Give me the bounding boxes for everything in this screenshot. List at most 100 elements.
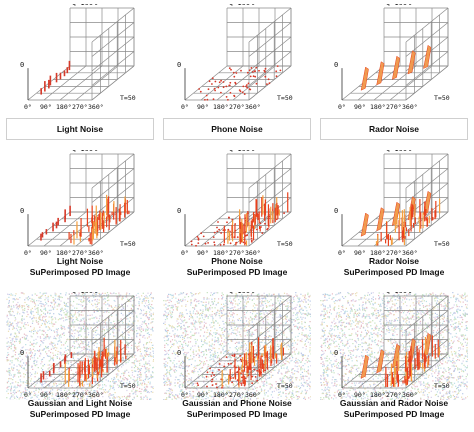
pd-plot-rador: Q 100% 0 0° 90° 180°270°360° T=50 xyxy=(320,4,468,112)
t-axis-label: T=50 xyxy=(434,382,450,390)
phase-tick-label: 270° xyxy=(229,103,245,111)
axis-labels: Q 100% 0 0° 90° 180°270°360° T=50 xyxy=(177,292,293,399)
phase-tick-label: 180° xyxy=(56,103,72,111)
phase-tick-label: 180° xyxy=(370,103,386,111)
phase-tick-label: 180° xyxy=(56,391,72,399)
axis-labels: Q 100% 0 0° 90° 180°270°360° T=50 xyxy=(177,150,293,257)
caption-line: Phone Noise xyxy=(211,124,263,134)
phase-tick-label: 90° xyxy=(354,103,366,111)
q-axis-label: Q 100% xyxy=(229,150,255,153)
axis-labels: Q 100% 0 0° 90° 180°270°360° T=50 xyxy=(334,4,450,111)
t-axis-label: T=50 xyxy=(434,94,450,102)
plot-marks xyxy=(360,332,440,388)
t-axis-label: T=50 xyxy=(120,382,136,390)
phase-tick-label: 90° xyxy=(197,391,209,399)
gaussian-noise-background xyxy=(163,292,311,400)
t-axis-label: T=50 xyxy=(277,382,293,390)
pd-plot-phone_pd-gaussian: Q 100% 0 0° 90° 180°270°360° T=50 xyxy=(163,292,311,400)
phase-tick-label: 90° xyxy=(354,391,366,399)
q-axis-label: Q 100% xyxy=(386,292,412,295)
caption-line: Phone Noise xyxy=(211,256,263,266)
phase-tick-label: 0° xyxy=(24,391,32,399)
caption: Gaussian and Light Noise SuPerimposed PD … xyxy=(6,398,154,428)
t-axis-label: T=50 xyxy=(277,240,293,248)
zero-label: 0 xyxy=(334,349,338,357)
caption-line: Rador Noise xyxy=(368,256,420,266)
caption: Light Noise xyxy=(6,118,154,140)
zero-label: 0 xyxy=(177,61,181,69)
caption-line: Gaussian and Rador Noise xyxy=(339,398,449,408)
pd-plot-light_pd-gaussian: Q 100% 0 0° 90° 180°270°360° T=50 xyxy=(6,292,154,400)
axis-labels: Q 100% 0 0° 90° 180°270°360° T=50 xyxy=(334,150,450,257)
pd-plot-light_pd: Q 100% 0 0° 90° 180°270°360° T=50 xyxy=(6,150,154,258)
caption-line: SuPerimposed PD Image xyxy=(186,267,288,277)
q-axis-label: Q 100% xyxy=(386,4,412,7)
zero-label: 0 xyxy=(20,207,24,215)
pd-plot-rador_pd-gaussian: Q 100% 0 0° 90° 180°270°360° T=50 xyxy=(320,292,468,400)
phase-tick-label: 90° xyxy=(197,249,209,257)
t-axis-label: T=50 xyxy=(120,94,136,102)
plot-marks xyxy=(190,192,289,247)
caption-line: SuPerimposed PD Image xyxy=(186,409,288,419)
phase-tick-label: 360° xyxy=(402,391,418,399)
phase-tick-label: 180° xyxy=(213,103,229,111)
caption: Rador Noise xyxy=(320,118,468,140)
phase-tick-label: 360° xyxy=(402,249,418,257)
pd-plot-phone_pd: Q 100% 0 0° 90° 180°270°360° T=50 xyxy=(163,150,311,258)
axis-grid xyxy=(341,7,449,101)
phase-tick-label: 270° xyxy=(72,103,88,111)
caption: Phone Noise SuPerimposed PD Image xyxy=(163,256,311,286)
t-axis-label: T=50 xyxy=(434,240,450,248)
axis-labels: Q 100% 0 0° 90° 180°270°360° T=50 xyxy=(20,150,136,257)
phase-tick-label: 90° xyxy=(40,103,52,111)
pd-plot-phone: Q 100% 0 0° 90° 180°270°360° T=50 xyxy=(163,4,311,112)
gaussian-noise-background xyxy=(320,292,468,400)
plot-marks xyxy=(360,44,432,91)
phase-tick-label: 90° xyxy=(354,249,366,257)
phase-tick-label: 0° xyxy=(24,249,32,257)
phase-tick-label: 360° xyxy=(245,391,261,399)
phase-tick-label: 0° xyxy=(338,249,346,257)
axis-grid xyxy=(184,7,292,101)
q-axis-label: Q 100% xyxy=(72,4,98,7)
t-axis-label: T=50 xyxy=(277,94,293,102)
phase-tick-label: 270° xyxy=(386,391,402,399)
plot-marks xyxy=(40,60,71,95)
phase-tick-label: 180° xyxy=(213,391,229,399)
phase-tick-label: 0° xyxy=(181,391,189,399)
phase-tick-label: 360° xyxy=(88,103,104,111)
zero-label: 0 xyxy=(334,207,338,215)
phase-tick-label: 180° xyxy=(370,391,386,399)
phase-tick-label: 180° xyxy=(213,249,229,257)
phase-tick-label: 180° xyxy=(56,249,72,257)
axis-labels: Q 100% 0 0° 90° 180°270°360° T=50 xyxy=(177,4,293,111)
caption: Phone Noise xyxy=(163,118,311,140)
phase-tick-label: 0° xyxy=(338,391,346,399)
phase-tick-label: 270° xyxy=(229,249,245,257)
phase-tick-label: 180° xyxy=(370,249,386,257)
t-axis-label: T=50 xyxy=(120,240,136,248)
caption-line: SuPerimposed PD Image xyxy=(29,267,131,277)
plot-marks xyxy=(196,337,284,389)
caption: Gaussian and Rador Noise SuPerimposed PD … xyxy=(320,398,468,428)
plot-marks xyxy=(40,194,130,245)
plot-marks xyxy=(198,65,282,101)
pd-plot-light: Q 100% 0 0° 90° 180°270°360° T=50 xyxy=(6,4,154,112)
caption-line: Rador Noise xyxy=(368,124,420,134)
q-axis-label: Q 100% xyxy=(72,292,98,295)
phase-tick-label: 0° xyxy=(181,103,189,111)
caption-line: Gaussian and Phone Noise xyxy=(182,398,292,408)
phase-tick-label: 360° xyxy=(245,103,261,111)
phase-tick-label: 0° xyxy=(181,249,189,257)
caption: Gaussian and Phone Noise SuPerimposed PD … xyxy=(163,398,311,428)
pd-plot-rador_pd: Q 100% 0 0° 90° 180°270°360° T=50 xyxy=(320,150,468,258)
phase-tick-label: 270° xyxy=(72,391,88,399)
phase-tick-label: 270° xyxy=(386,103,402,111)
phase-tick-label: 360° xyxy=(245,249,261,257)
caption-line: SuPerimposed PD Image xyxy=(29,409,131,419)
caption-line: Light Noise xyxy=(56,124,104,134)
phase-tick-label: 0° xyxy=(24,103,32,111)
q-axis-label: Q 100% xyxy=(229,292,255,295)
phase-tick-label: 0° xyxy=(338,103,346,111)
